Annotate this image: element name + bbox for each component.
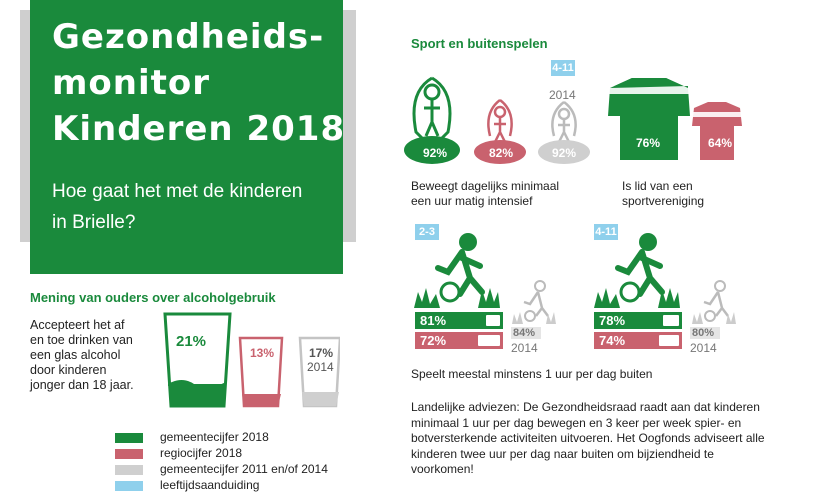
legend-swatch-age — [115, 481, 143, 491]
alcohol-section-title: Mening van ouders over alcoholgebruik — [30, 290, 276, 305]
outdoor-prev-value-b: 80% — [690, 327, 721, 339]
alcohol-regio-value: 13% — [250, 346, 275, 360]
legend-label: regiocijfer 2018 — [160, 446, 243, 460]
skipping-figures-graphic — [404, 76, 590, 164]
outdoor-prev-year-a: 2014 — [511, 341, 538, 355]
shirt-regio-icon — [692, 102, 742, 160]
alcohol-description: Accepteert het af en toe drinken van een… — [30, 318, 134, 392]
outdoor-gemeente-value-b: 78% — [599, 313, 626, 328]
skipping-child-icon — [538, 101, 590, 164]
page-title: Gezondheids- monitor Kinderen 2018 — [52, 17, 346, 149]
page-subtitle: Hoe gaat het met de kinderen in Brielle? — [52, 181, 303, 233]
legend-label: gemeentecijfer 2018 — [160, 430, 269, 444]
skipping-child-icon — [474, 99, 526, 164]
legend-label: gemeentecijfer 2011 en/of 2014 — [160, 462, 328, 476]
club-caption: Is lid van een sportvereniging — [622, 179, 705, 208]
outdoor-player-icon — [594, 233, 680, 308]
sport-age-badge: 4-11 — [551, 60, 575, 76]
outdoor-age-badge-a: 2-3 — [415, 224, 439, 240]
glasses-graphic — [163, 312, 340, 408]
glass-regio-icon — [238, 336, 284, 408]
shirts-graphic — [608, 78, 742, 160]
legend-swatch-regio — [115, 449, 143, 459]
legend-swatch-gemeente — [115, 433, 143, 443]
outdoor-regio-value-a: 72% — [420, 333, 447, 348]
outdoor-gemeente-bar-b: 78% — [594, 312, 682, 329]
alcohol-gemeente-value: 21% — [176, 333, 207, 350]
title-panel: Gezondheids- monitor Kinderen 2018 Hoe g… — [30, 0, 344, 274]
move-regio-value: 82% — [489, 146, 514, 160]
outdoor-gemeente-value-a: 81% — [420, 313, 447, 328]
alcohol-prev-value: 17% — [309, 346, 334, 360]
legend-swatch-prev — [115, 465, 143, 475]
glass-prev-icon — [298, 336, 340, 408]
glass-gemeente-icon — [163, 312, 232, 408]
club-gemeente-value: 76% — [636, 136, 661, 150]
move-gemeente-value: 92% — [423, 146, 448, 160]
outdoor-player-prev-icon — [512, 280, 556, 324]
move-caption: Beweegt dagelijks minimaal een uur matig… — [411, 179, 560, 208]
shirt-gemeente-icon — [608, 78, 690, 160]
outdoor-regio-bar-b: 74% — [594, 332, 682, 349]
outdoor-prev-value-a: 84% — [511, 327, 542, 339]
outdoor-player-prev-icon — [692, 280, 736, 324]
alcohol-prev-year: 2014 — [307, 360, 334, 374]
sport-section-title: Sport en buitenspelen — [411, 36, 548, 51]
club-regio-value: 64% — [708, 136, 733, 150]
outdoor-gemeente-bar-a: 81% — [415, 312, 503, 329]
advice-text: Landelijke adviezen: De Gezondheidsraad … — [411, 400, 765, 476]
outdoor-regio-bar-a: 72% — [415, 332, 503, 349]
legend-label: leeftijdsaanduiding — [160, 478, 260, 492]
skipping-child-icon — [404, 76, 460, 164]
sport-prev-year: 2014 — [549, 88, 576, 102]
outdoor-caption: Speelt meestal minstens 1 uur per dag bu… — [411, 367, 653, 381]
outdoor-age-badge-b: 4-11 — [594, 224, 618, 240]
move-prev-value: 92% — [552, 146, 577, 160]
outdoor-player-icon — [414, 233, 500, 308]
outdoor-prev-year-b: 2014 — [690, 341, 717, 355]
outdoor-regio-value-b: 74% — [599, 333, 626, 348]
